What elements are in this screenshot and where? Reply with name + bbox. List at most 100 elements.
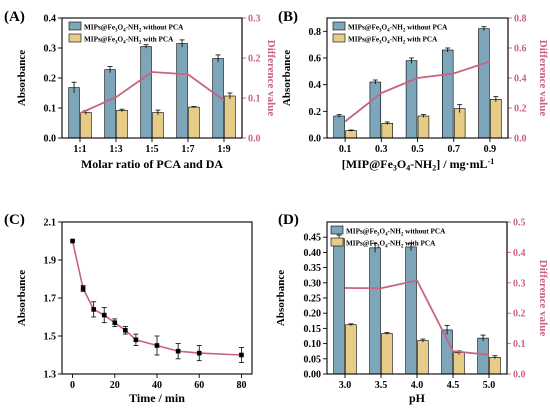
bar-b-s1-0 <box>345 130 357 139</box>
point-c-9 <box>196 350 202 356</box>
bar-d-s1-1 <box>381 333 393 375</box>
legend-b-label-with: MIPs@Fe3O4-NH2 with PCA <box>348 36 438 46</box>
point-c-2 <box>91 307 96 312</box>
bar-b-s0-1 <box>369 81 382 139</box>
legend-b-label-without: MIPs@Fe3O4-NH2 without PCA <box>348 24 448 34</box>
bar-a-s0-3 <box>176 43 188 139</box>
panel-d: (D) 0.000.050.100.150.200.250.300.350.40… <box>275 212 549 405</box>
legend-a-label-without: MIPs@Fe3O4-NH2 without PCA <box>84 24 184 34</box>
panel-b-label: (B) <box>278 9 298 25</box>
ytick-right-label-d-3: 0.3 <box>513 278 526 289</box>
ytick-right-label-a-1: 0.1 <box>248 94 261 105</box>
ytick-right-label-b-4: 0.8 <box>514 14 527 25</box>
xtick-label-a-4: 1:9 <box>217 144 230 155</box>
xtick-label-d-1: 3.5 <box>375 380 388 391</box>
panel-b: (B) 0.0 0.2 0.4 0.6 0.8 0.0 0.2 0.4 0.6 0.8 0.1 0.3… <box>278 9 549 173</box>
bar-b-s1-2 <box>417 115 430 139</box>
legend-a-label-with: MIPs@Fe3O4-NH2 with PCA <box>84 36 174 46</box>
bar-d-s0-2 <box>405 246 417 375</box>
ytick-label-d-3: 0.15 <box>304 324 322 335</box>
bar-d-s1-0 <box>345 324 357 375</box>
ytick-label-a-4: 0.4 <box>44 14 57 25</box>
ytick-label-d-0: 0.00 <box>304 370 322 381</box>
point-c-7 <box>154 343 160 348</box>
xtick-label-b-3: 0.7 <box>447 144 460 155</box>
panel-c-marks: 1.3 1.5 1.7 1.9 2.1 0 20 40 60 80 <box>44 218 247 392</box>
ytick-label-a-2: 0.2 <box>44 74 57 85</box>
bar-b-s0-0 <box>333 115 345 139</box>
ytick-label-d-1: 0.05 <box>304 354 322 365</box>
bar-d-s0-4 <box>477 337 489 375</box>
ytick-label-b-2: 0.4 <box>309 80 322 91</box>
legend-b-swatch-with <box>332 33 346 43</box>
bar-d-s1-3 <box>453 352 465 375</box>
panel-a-label: (A) <box>4 9 25 25</box>
bar-b-s0-3 <box>441 49 454 139</box>
ytick-right-label-a-0: 0.0 <box>248 134 261 145</box>
ytick-right-label-b-3: 0.6 <box>514 44 527 55</box>
ytick-label-a-0: 0.0 <box>44 134 57 145</box>
point-c-1 <box>80 286 86 291</box>
panel-a: (A) 0.0 0.1 0.2 0.3 0.4 0.0 0.1 0.2 0.3 1:1 1:3 1:5… <box>4 9 277 171</box>
ytick-label-b-1: 0.2 <box>309 107 322 118</box>
ytick-right-label-d-4: 0.4 <box>513 248 526 259</box>
xtick-label-c-0: 0 <box>70 380 75 391</box>
bar-b-s1-3 <box>453 108 466 139</box>
xtick-label-d-2: 4.0 <box>411 380 424 391</box>
ytick-label-d-7: 0.35 <box>304 263 322 274</box>
bar-d-s0-1 <box>369 247 381 375</box>
xtick-label-d-4: 5.0 <box>483 380 496 391</box>
bar-d-s1-2 <box>417 340 429 375</box>
point-c-0 <box>70 238 75 244</box>
panel-a-xlabel: Molar ratio of PCA and DA <box>81 157 223 171</box>
bar-a-s0-0 <box>68 87 80 139</box>
point-c-5 <box>123 328 128 333</box>
ytick-label-a-1: 0.1 <box>44 104 57 115</box>
ytick-right-label-a-2: 0.2 <box>248 54 261 65</box>
difference-line-b <box>344 60 491 123</box>
ytick-label-c-1: 1.5 <box>44 332 57 343</box>
panel-d-xlabel: pH <box>409 391 426 405</box>
ytick-right-label-d-0: 0.0 <box>513 370 526 381</box>
ytick-right-label-d-2: 0.2 <box>513 309 526 320</box>
panel-b-frame <box>326 17 509 139</box>
xtick-label-b-0: 0.1 <box>339 144 352 155</box>
ytick-right-label-a-3: 0.3 <box>248 14 261 25</box>
panel-a-legend: MIPs@Fe3O4-NH2 without PCA MIPs@Fe3O4-NH… <box>68 21 184 46</box>
panel-b-xlabel: [MIP@Fe3O4-NH2] / mg·mL-1 <box>342 157 494 173</box>
legend-a-swatch-without <box>68 21 82 31</box>
panel-d-ylabel: Absorbance <box>275 270 287 326</box>
xtick-label-c-4: 80 <box>236 380 246 391</box>
xtick-label-c-3: 60 <box>194 380 204 391</box>
point-c-6 <box>133 337 139 343</box>
xtick-label-d-3: 4.5 <box>447 380 460 391</box>
bar-a-s1-3 <box>188 106 200 139</box>
panel-c-xlabel: Time / min <box>129 391 185 405</box>
ytick-label-b-4: 0.8 <box>309 27 322 38</box>
ytick-label-d-4: 0.20 <box>304 309 322 320</box>
ytick-label-d-8: 0.40 <box>304 248 322 259</box>
ytick-label-d-5: 0.25 <box>304 294 322 305</box>
bar-a-s1-4 <box>224 95 236 139</box>
xtick-label-a-2: 1:5 <box>145 144 158 155</box>
legend-d-label-with: MIPs@Fe3O4-NH2 with PCA <box>346 240 436 250</box>
ytick-label-d-6: 0.30 <box>304 278 322 289</box>
bar-b-s1-4 <box>490 99 502 139</box>
panel-b-legend: MIPs@Fe3O4-NH2 without PCA MIPs@Fe3O4-NH… <box>332 21 448 46</box>
ytick-right-label-d-5: 0.5 <box>513 218 526 229</box>
xtick-label-b-2: 0.5 <box>411 144 424 155</box>
xtick-label-b-4: 0.9 <box>484 144 497 155</box>
ytick-label-b-0: 0.0 <box>309 134 322 145</box>
ytick-label-c-2: 1.7 <box>44 294 57 305</box>
panel-b-marks: 0.0 0.2 0.4 0.6 0.8 0.0 0.2 0.4 0.6 0.8 0.1 0.3 0.5 0… <box>309 14 527 156</box>
legend-d-label-without: MIPs@Fe3O4-NH2 without PCA <box>346 228 446 238</box>
xtick-label-a-1: 1:3 <box>109 144 122 155</box>
ytick-right-label-b-1: 0.2 <box>514 104 527 115</box>
legend-d-swatch-without <box>330 225 344 235</box>
panel-c-label: (C) <box>4 212 25 228</box>
ytick-label-a-3: 0.3 <box>44 44 57 55</box>
bar-a-s1-0 <box>80 112 92 139</box>
ytick-label-b-3: 0.6 <box>309 54 322 65</box>
legend-a-swatch-with <box>68 33 82 43</box>
